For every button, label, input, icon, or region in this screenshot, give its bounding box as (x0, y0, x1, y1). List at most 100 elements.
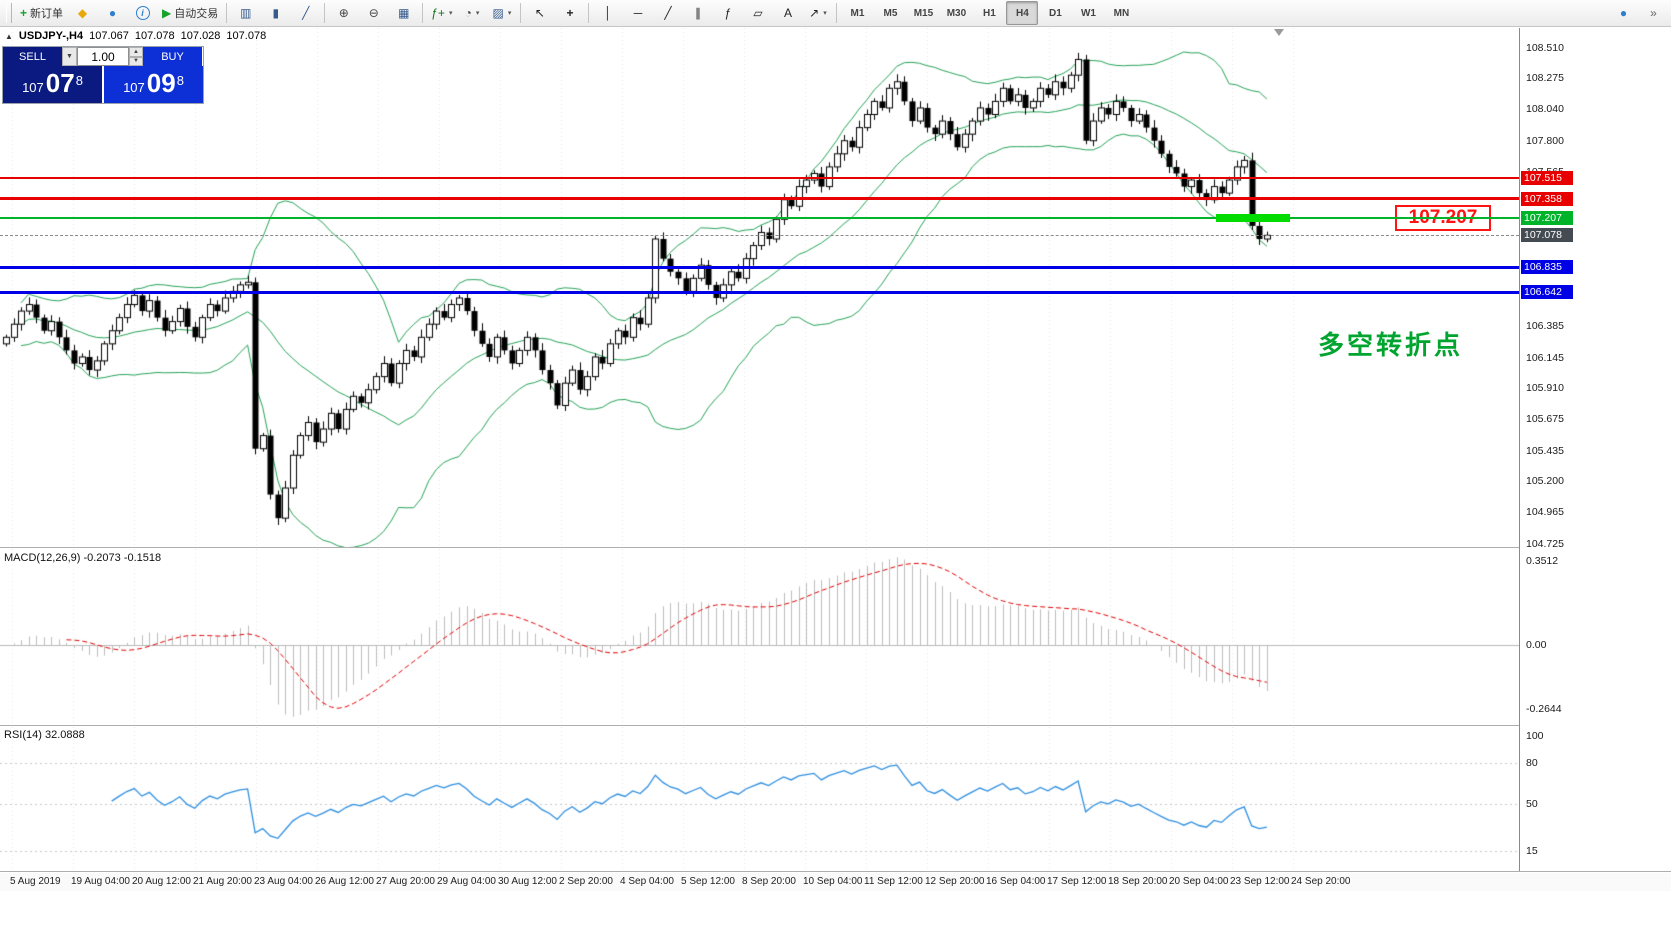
volume-up-button[interactable]: ▲ (129, 47, 143, 57)
tf-h1-button[interactable]: H1 (983, 7, 996, 19)
turning-point-note[interactable]: 多空转折点 (1318, 330, 1464, 360)
channel-icon[interactable]: ∥ (683, 1, 712, 25)
candlestick-chart-icon[interactable]: ▮ (261, 1, 290, 25)
axis-price-label: 105.910 (1526, 382, 1564, 395)
axis-price-label: 50 (1526, 797, 1538, 810)
tile-windows-icon[interactable]: ▦ (389, 1, 418, 25)
tf-m5-button[interactable]: M5 (883, 7, 898, 19)
axis-price-label: 104.965 (1526, 506, 1564, 519)
zoom-out-icon[interactable]: ⊖ (359, 1, 388, 25)
time-label: 8 Sep 20:00 (742, 876, 796, 887)
fibonacci-icon[interactable]: ƒ (713, 1, 742, 25)
pane-splitter-macd[interactable] (0, 547, 1671, 549)
horizontal-line-icon[interactable]: ─ (623, 1, 652, 25)
hline-106-642-tag: 106.642 (1521, 285, 1573, 300)
dropdown-arrow-icon: ▾ (448, 10, 453, 17)
volume-down-button[interactable]: ▼ (129, 56, 143, 66)
chart-window: 108.510108.275108.040107.800107.565106.3… (0, 28, 1671, 952)
new-order-button-label: 新订单 (30, 8, 64, 20)
hline-107-515-tag: 107.515 (1521, 171, 1573, 186)
time-label: 21 Aug 20:00 (193, 876, 252, 887)
rsi-canvas[interactable] (0, 727, 1519, 871)
axis-price-label: 106.145 (1526, 351, 1564, 364)
hline-107-515[interactable] (0, 177, 1519, 180)
periods-button[interactable]: ◔ ▾ (457, 1, 486, 25)
info-icon[interactable]: i (128, 1, 157, 25)
chart-info-line: ▲ USDJPY-,H4 107.067 107.078 107.028 107… (5, 30, 266, 42)
tf-h4-button[interactable]: H4 (1006, 1, 1039, 25)
tf-w1-button[interactable]: W1 (1080, 7, 1096, 19)
tf-m30-button[interactable]: M30 (946, 7, 967, 19)
volume-input[interactable] (77, 47, 129, 66)
autotrading-button[interactable]: ▶ 自动交易 (158, 1, 222, 25)
shapes-icon[interactable]: ▱ (743, 1, 772, 25)
templates-button[interactable]: ▨ ▾ (487, 1, 516, 25)
hline-106-642[interactable] (0, 290, 1519, 294)
fibonacci-glyph: ƒ (724, 6, 732, 20)
pane-splitter-time[interactable] (0, 871, 1671, 873)
toolbar-options-icon[interactable]: » (1639, 1, 1668, 25)
hline-106-835[interactable] (0, 265, 1519, 269)
tf-m1-button[interactable]: M1 (850, 7, 865, 19)
support-highlight-bar[interactable] (1216, 214, 1290, 223)
hline-107-207-tag: 107.207 (1521, 211, 1573, 226)
arrows-glyph: ↗ (809, 6, 820, 20)
community-icon[interactable]: ● (98, 1, 127, 25)
tf-d1-button[interactable]: D1 (1049, 7, 1062, 19)
autotrading-glyph: ▶ (162, 6, 172, 20)
price-axis[interactable]: 108.510108.275108.040107.800107.565106.3… (1519, 28, 1671, 871)
sell-price-button[interactable]: 107 07 8 (3, 66, 102, 103)
time-label: 5 Sep 12:00 (681, 876, 735, 887)
time-label: 5 Aug 2019 (10, 876, 61, 887)
one-click-toggle-icon[interactable]: ▲ (5, 31, 13, 41)
autotrading-button-label: 自动交易 (174, 8, 219, 20)
axis-price-label: 104.725 (1526, 537, 1564, 550)
tf-m15-button[interactable]: M15 (913, 7, 934, 19)
time-label: 11 Sep 12:00 (864, 876, 923, 887)
buy-button[interactable]: BUY (143, 47, 202, 66)
new-order-glyph: + (20, 6, 28, 20)
tf-mn-button[interactable]: MN (1113, 7, 1130, 19)
time-axis[interactable]: 5 Aug 2019 19 Aug 04:00 20 Aug 12:00 21 Aug… (0, 873, 1671, 891)
ohlc-open: 107.067 (89, 30, 129, 42)
trendline-icon[interactable]: ╱ (653, 1, 682, 25)
new-order-button[interactable]: + 新订单 (16, 1, 67, 25)
volume-stepper: ▲ ▼ (129, 47, 143, 66)
time-label: 10 Sep 04:00 (803, 876, 863, 887)
bar-chart-icon[interactable]: ▥ (231, 1, 260, 25)
main-chart-canvas[interactable] (0, 28, 1519, 547)
cursor-icon[interactable]: ↖ (525, 1, 554, 25)
buy-price-prefix: 107 (123, 80, 145, 95)
macd-canvas[interactable] (0, 549, 1519, 725)
hline-107-207[interactable] (0, 217, 1519, 220)
hline-107-358-tag: 107.358 (1521, 191, 1573, 206)
toolbar-items: + 新订单 ◆ ● i ▶ 自动交易 ▥ ▮ ╱ ⊕ ⊖ ▦ ƒ+ ▾ ◔ ▾ ▨ ▾ ↖ + │ ─ ╱ ∥ ƒ ▱ A ↗ ▾ M1 M5… (3, 1, 1137, 25)
buy-price-button[interactable]: 107 09 8 (104, 66, 203, 103)
sell-button[interactable]: SELL (3, 47, 62, 66)
indicators-button[interactable]: ƒ+ ▾ (427, 1, 456, 25)
templates-glyph: ▨ (492, 6, 504, 20)
hline-107-358[interactable] (0, 197, 1519, 201)
mql5-icon[interactable]: ◆ (68, 1, 97, 25)
time-label: 17 Sep 12:00 (1047, 876, 1107, 887)
community-glyph: ● (108, 6, 117, 20)
arrows-button[interactable]: ↗ ▾ (803, 1, 832, 25)
shapes-glyph: ▱ (753, 6, 763, 20)
text-icon[interactable]: A (773, 1, 802, 25)
help-icon[interactable]: ● (1609, 1, 1638, 25)
toolbar-grip[interactable] (6, 3, 12, 23)
time-label: 29 Aug 04:00 (437, 876, 496, 887)
vertical-line-icon[interactable]: │ (593, 1, 622, 25)
axis-price-label: 0.3512 (1526, 554, 1559, 567)
line-chart-icon[interactable]: ╱ (291, 1, 320, 25)
symbol-period-label: USDJPY-,H4 (18, 30, 84, 42)
pane-splitter-rsi[interactable] (0, 725, 1671, 727)
chart-shift-marker[interactable] (1274, 29, 1284, 36)
crosshair-icon[interactable]: + (555, 1, 584, 25)
order-type-dropdown[interactable]: ▼ (62, 47, 77, 66)
time-label: 16 Sep 04:00 (986, 876, 1046, 887)
sell-price-sup: 8 (75, 73, 83, 88)
line-chart-glyph: ╱ (302, 6, 310, 20)
toolbar-separator (422, 3, 424, 23)
zoom-in-icon[interactable]: ⊕ (329, 1, 358, 25)
